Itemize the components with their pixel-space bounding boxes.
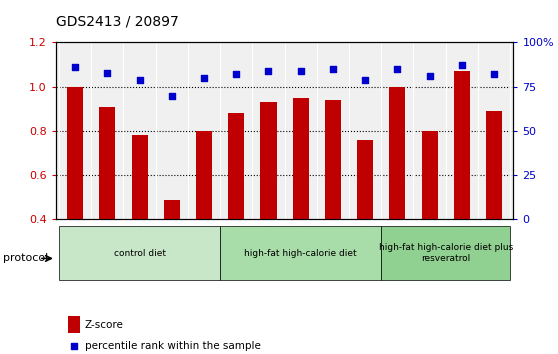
Bar <box>454 71 470 308</box>
Point <box>232 72 240 77</box>
Bar <box>67 87 83 308</box>
Bar <box>292 98 309 308</box>
Bar <box>261 102 277 308</box>
Point <box>489 72 498 77</box>
Bar <box>99 107 116 308</box>
Bar <box>228 113 244 308</box>
FancyBboxPatch shape <box>59 226 220 280</box>
Text: protocol: protocol <box>3 253 48 263</box>
Bar <box>69 316 80 333</box>
Text: Z-score: Z-score <box>85 320 124 330</box>
Point <box>200 75 209 81</box>
Point <box>71 64 80 70</box>
Point <box>264 68 273 74</box>
Text: high-fat high-calorie diet: high-fat high-calorie diet <box>244 249 357 258</box>
Bar <box>132 135 148 308</box>
Point <box>393 66 402 72</box>
Point <box>360 77 369 82</box>
Text: high-fat high-calorie diet plus
resveratrol: high-fat high-calorie diet plus resverat… <box>378 244 513 263</box>
Bar <box>421 131 437 308</box>
Bar <box>389 87 406 308</box>
Bar <box>357 140 373 308</box>
Point <box>425 73 434 79</box>
Point <box>545 288 554 293</box>
Text: control diet: control diet <box>114 249 166 258</box>
Point <box>296 68 305 74</box>
Bar <box>486 111 502 308</box>
Point <box>103 70 112 75</box>
Bar <box>325 100 341 308</box>
Bar <box>196 131 212 308</box>
FancyBboxPatch shape <box>381 226 510 280</box>
Point <box>135 77 144 82</box>
Point <box>458 63 466 68</box>
Text: percentile rank within the sample: percentile rank within the sample <box>85 341 261 351</box>
Text: GDS2413 / 20897: GDS2413 / 20897 <box>56 14 179 28</box>
Point <box>167 93 176 98</box>
FancyBboxPatch shape <box>220 226 381 280</box>
Bar <box>163 200 180 308</box>
Point <box>329 66 338 72</box>
